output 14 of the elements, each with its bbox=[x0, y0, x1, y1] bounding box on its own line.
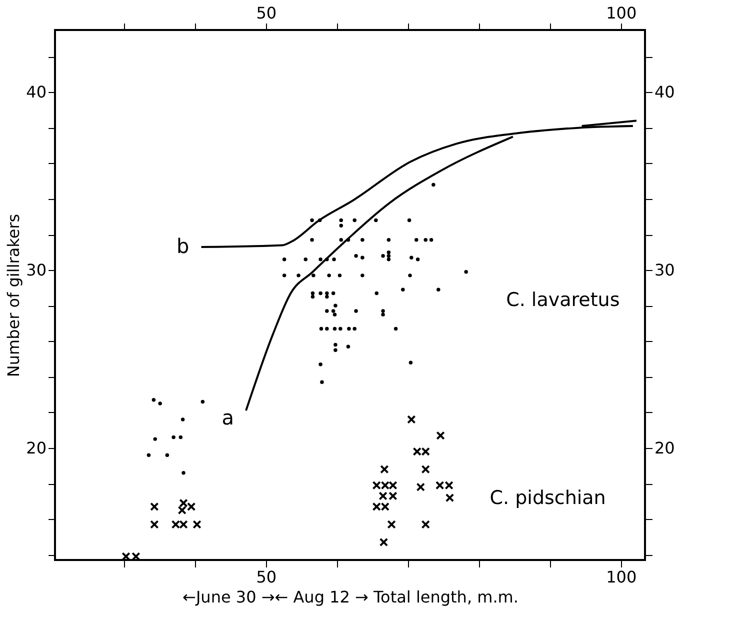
series-label: C. pidschian bbox=[490, 487, 606, 510]
y2-tick-label: 20 bbox=[654, 438, 675, 458]
y-tick-label: 30 bbox=[26, 260, 46, 280]
y2-tick-label: 40 bbox=[654, 82, 675, 102]
x2-tick-label: 100 bbox=[606, 4, 637, 22]
x-axis-title: ←June 30 →← Aug 12 → Total length, m.m. bbox=[182, 588, 518, 606]
text: C. lavaretus bbox=[506, 288, 620, 311]
series-label: b bbox=[176, 234, 190, 258]
x2-tick-label: 50 bbox=[256, 4, 277, 22]
y2-tick-label: 30 bbox=[654, 260, 675, 280]
y-tick-label: 20 bbox=[26, 438, 46, 458]
y-axis-title: Number of gillrakers bbox=[4, 214, 24, 378]
y-tick-label: 40 bbox=[26, 82, 46, 102]
series-label: a bbox=[222, 406, 234, 430]
